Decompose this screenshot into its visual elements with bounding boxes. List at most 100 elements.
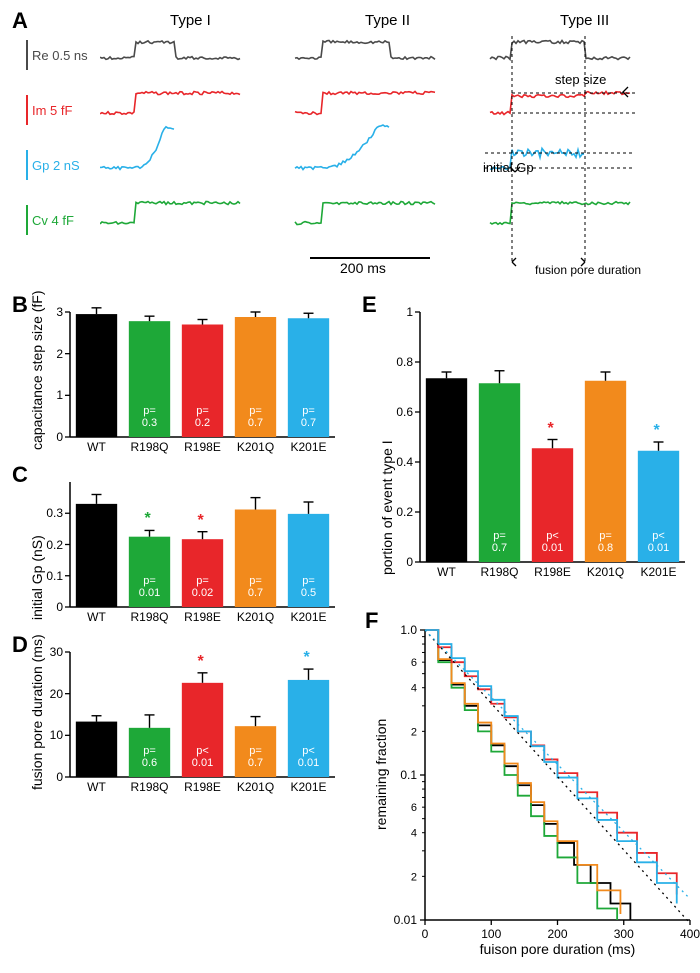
svg-text:300: 300 [614,927,634,941]
bar-cat: R198E [179,610,227,624]
ytick: 1 [385,305,413,319]
bar-cat: R198E [529,565,577,579]
svg-text:2: 2 [411,871,417,883]
scalebar-gp [26,150,28,180]
sig-star: * [198,653,204,671]
svg-text:6: 6 [411,802,417,814]
sig-star: * [145,510,151,528]
sig-star: * [198,512,204,530]
bar-pval: p=0.7 [289,405,329,429]
type3-label: Type III [560,12,609,29]
panel-e-svg [365,300,695,610]
bar-pval: p=0.8 [586,530,626,554]
type2-label: Type II [365,12,410,29]
bar-cat: R198Q [126,610,174,624]
ytick: 0 [35,600,63,614]
svg-text:0.1: 0.1 [400,768,417,782]
svg-text:remaining fraction: remaining fraction [373,719,389,830]
svg-text:200: 200 [547,927,567,941]
ytick: 0.6 [385,405,413,419]
time-scalebar-text: 200 ms [340,260,386,276]
bar-cat: K201E [285,610,333,624]
bar-cat: WT [73,440,121,454]
ytick: 0.4 [385,455,413,469]
panel-d-svg [15,640,345,825]
bar-cat: K201E [635,565,683,579]
scalebar-re [26,40,28,70]
bar-cat: K201Q [582,565,630,579]
ytick: 3 [35,305,63,319]
bar-cat: K201Q [232,440,280,454]
panel-f-svg: 0 100 200 300 400 0.01 0.1 1.0 2 4 6 2 4 6 remaining f… [370,620,700,960]
initial-gp-anno: initial Gp [483,160,534,175]
bar-cat: WT [73,610,121,624]
trace-re-label: Re 0.5 ns [32,48,88,63]
bar-cat: K201E [285,780,333,794]
bar-pval: p=0.7 [236,575,276,599]
scalebar-im [26,95,28,125]
bar-pval: p=0.7 [236,745,276,769]
panel-b-svg [15,300,345,485]
svg-text:0.01: 0.01 [394,913,418,927]
bar-cat: K201Q [232,780,280,794]
bar-cat: WT [73,780,121,794]
ytick: 0 [35,770,63,784]
fpd-anno: fusion pore duration [535,263,641,277]
bar-pval: p<0.01 [533,530,573,554]
ytick: 2 [35,347,63,361]
sig-star: * [654,422,660,440]
svg-text:1.0: 1.0 [400,623,417,637]
figure-root: A Type I Type II Type III Re 0.5 ns Im 5… [0,0,700,973]
svg-text:0: 0 [422,927,429,941]
bar-cat: K201E [285,440,333,454]
ytick: 0.2 [385,505,413,519]
scalebar-cv [26,205,28,235]
bar-cat: R198Q [126,780,174,794]
trace-im-label: Im 5 fF [32,103,72,118]
ytick: 0.1 [35,569,63,583]
bar-pval: p=0.7 [480,530,520,554]
bar-pval: p<0.01 [639,530,679,554]
bar-pval: p=0.2 [183,405,223,429]
trace-cv-label: Cv 4 fF [32,213,74,228]
bar-pval: p=0.02 [183,575,223,599]
bar-pval: p=0.01 [130,575,170,599]
ytick: 0.2 [35,538,63,552]
svg-text:400: 400 [680,927,700,941]
ytick: 1 [35,388,63,402]
type1-label: Type I [170,12,211,29]
svg-text:4: 4 [411,683,417,695]
svg-text:100: 100 [481,927,501,941]
panel-a-label: A [12,8,28,34]
bar-cat: K201Q [232,610,280,624]
bar-cat: WT [423,565,471,579]
ytick: 0.8 [385,355,413,369]
bar-pval: p=0.7 [236,405,276,429]
bar-pval: p=0.5 [289,575,329,599]
bar-pval: p=0.6 [130,745,170,769]
bar-cat: R198E [179,440,227,454]
ytick: 30 [35,645,63,659]
ytick: 0.3 [35,506,63,520]
bar-cat: R198E [179,780,227,794]
time-scalebar [310,257,430,259]
bar-cat: R198Q [476,565,524,579]
sig-star: * [304,649,310,667]
ytick: 20 [35,687,63,701]
bar-cat: R198Q [126,440,174,454]
svg-text:4: 4 [411,828,417,840]
ytick: 10 [35,728,63,742]
ytick: 0 [385,555,413,569]
bar-pval: p<0.01 [289,745,329,769]
traces-svg [100,30,695,280]
panel-c-svg [15,470,345,655]
ytick: 0 [35,430,63,444]
svg-text:2: 2 [411,726,417,738]
bar-pval: p=0.3 [130,405,170,429]
trace-gp-label: Gp 2 nS [32,158,80,173]
step-size-anno: step size [555,72,606,87]
sig-star: * [548,420,554,438]
svg-text:6: 6 [411,657,417,669]
svg-text:fuison pore duration (ms): fuison pore duration (ms) [480,941,636,957]
bar-pval: p<0.01 [183,745,223,769]
